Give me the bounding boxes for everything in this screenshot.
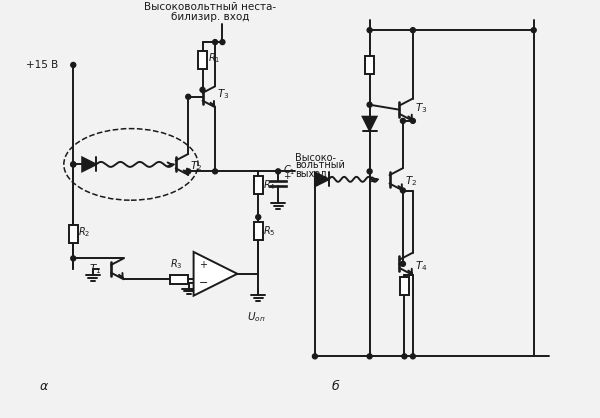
Polygon shape — [194, 252, 238, 296]
Text: $T_2$: $T_2$ — [405, 174, 417, 188]
Circle shape — [71, 162, 76, 167]
Circle shape — [367, 102, 372, 107]
Bar — [365, 56, 374, 74]
Circle shape — [531, 28, 536, 33]
Bar — [198, 51, 207, 69]
Bar — [170, 275, 188, 284]
Circle shape — [410, 354, 415, 359]
Circle shape — [71, 256, 76, 261]
Text: $R_2$: $R_2$ — [78, 225, 91, 239]
Polygon shape — [362, 117, 377, 130]
Circle shape — [367, 28, 372, 33]
Text: выход: выход — [295, 168, 327, 178]
Text: б: б — [332, 380, 340, 393]
Text: $T_3$: $T_3$ — [217, 87, 229, 101]
Circle shape — [186, 169, 191, 174]
Text: +: + — [283, 172, 290, 181]
Text: $R_4$: $R_4$ — [263, 178, 276, 192]
Circle shape — [186, 94, 191, 99]
Circle shape — [71, 162, 76, 167]
Bar — [254, 222, 263, 240]
Circle shape — [200, 87, 205, 92]
Circle shape — [400, 261, 406, 266]
Bar — [400, 277, 409, 295]
Circle shape — [410, 118, 415, 123]
Text: билизир. вход: билизир. вход — [172, 12, 250, 22]
Circle shape — [256, 214, 261, 219]
Circle shape — [212, 40, 218, 45]
Circle shape — [220, 40, 225, 45]
Bar — [69, 225, 78, 243]
Text: $T_3$: $T_3$ — [415, 101, 427, 115]
Text: Высоковольтный неста-: Высоковольтный неста- — [145, 2, 277, 12]
Circle shape — [367, 354, 372, 359]
Text: Высоко-: Высоко- — [295, 153, 336, 163]
Circle shape — [410, 28, 415, 33]
Text: $R_1$: $R_1$ — [208, 51, 220, 65]
Circle shape — [402, 354, 407, 359]
Text: $U_{оп}$: $U_{оп}$ — [247, 311, 265, 324]
Circle shape — [313, 354, 317, 359]
Text: +15 В: +15 В — [26, 60, 58, 70]
Text: $T_4$: $T_4$ — [415, 259, 427, 273]
Text: вольтный: вольтный — [295, 161, 345, 171]
Circle shape — [212, 169, 218, 174]
Circle shape — [400, 118, 406, 123]
Circle shape — [275, 169, 281, 174]
Text: $R_5$: $R_5$ — [263, 224, 276, 238]
Text: $R_3$: $R_3$ — [170, 257, 183, 271]
Text: $C_1$: $C_1$ — [283, 163, 296, 177]
Text: α: α — [40, 380, 47, 393]
Circle shape — [367, 169, 372, 174]
Circle shape — [71, 62, 76, 67]
Text: $T_2$: $T_2$ — [190, 160, 202, 173]
Text: +: + — [199, 260, 206, 270]
Text: −: − — [199, 278, 208, 288]
Bar — [254, 176, 263, 194]
Polygon shape — [315, 172, 329, 186]
Circle shape — [400, 188, 406, 193]
Polygon shape — [82, 158, 96, 171]
Text: $T_1$: $T_1$ — [89, 262, 101, 276]
